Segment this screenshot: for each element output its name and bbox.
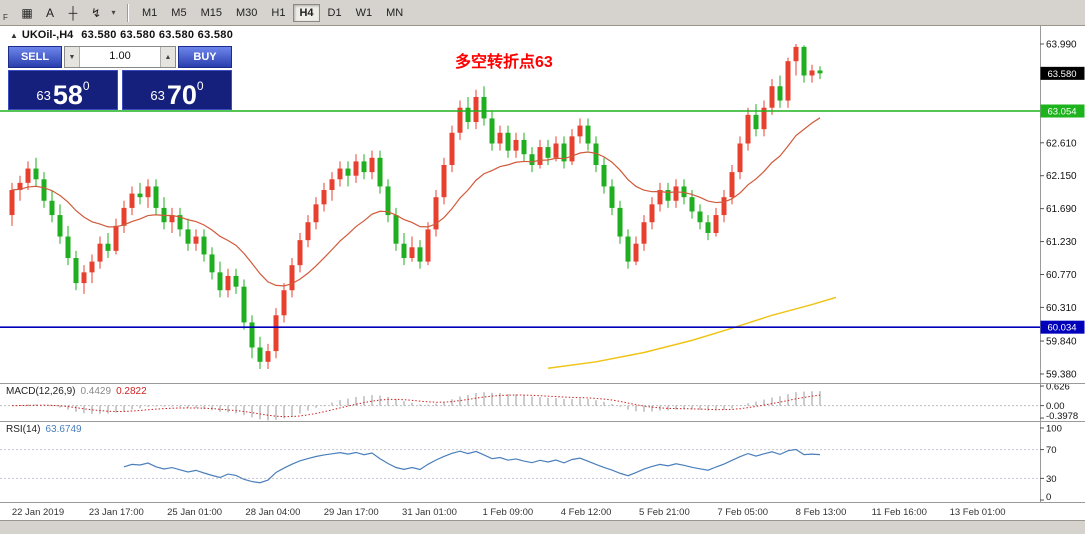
svg-text:23 Jan 17:00: 23 Jan 17:00 (89, 507, 144, 518)
svg-text:59.840: 59.840 (1046, 337, 1077, 348)
text-annotation-icon[interactable]: A (45, 5, 54, 20)
timeframe-button-h1[interactable]: H1 (271, 6, 286, 19)
svg-text:60.034: 60.034 (1047, 323, 1076, 334)
macd-label: MACD(12,26,9) 0.4429 0.2822 (6, 386, 147, 397)
price-tag (1040, 104, 1085, 118)
price-tag (1040, 320, 1085, 334)
svg-text:63.990: 63.990 (1046, 40, 1077, 51)
main-chart-plot[interactable]: 63.990 62.610 62.150 61.690 61.230 60.770 60.3… (0, 26, 1085, 383)
rsi-plot[interactable]: 100 70 30 0 (0, 422, 1085, 502)
toolbar-separator (127, 3, 129, 22)
svg-text:22 Jan 2019: 22 Jan 2019 (12, 507, 64, 518)
svg-text:11 Feb 16:00: 11 Feb 16:00 (872, 507, 927, 518)
svg-text:13 Feb 01:00: 13 Feb 01:00 (950, 507, 1006, 518)
bid-price-display[interactable]: 63 58 0 (8, 70, 118, 110)
timeframe-button-m30[interactable]: M30 (235, 6, 258, 19)
svg-text:63.054: 63.054 (1047, 106, 1076, 117)
macd-panel: 0.626 0.00 -0.3978 MACD(12,26,9) 0.4429 0.28… (0, 383, 1085, 421)
chart-window-icon[interactable]: ▦ (21, 5, 33, 20)
rsi-line (123, 448, 821, 484)
chart-panel: 63.990 62.610 62.150 61.690 61.230 60.770 60.3… (0, 26, 1085, 383)
buy-button[interactable]: BUY (178, 46, 232, 68)
svg-text:8 Feb 13:00: 8 Feb 13:00 (796, 507, 847, 518)
svg-text:29 Jan 17:00: 29 Jan 17:00 (324, 507, 379, 518)
bottom-strip (0, 520, 1085, 534)
svg-text:4 Feb 12:00: 4 Feb 12:00 (561, 507, 612, 518)
macd-plot[interactable]: 0.626 0.00-0.3978 (0, 384, 1085, 421)
timeframe-group: M1 M5 M15 M30 H1 H4 D1 W1 MN (136, 2, 411, 24)
toolbar-dock-grip: F (3, 13, 8, 22)
timeframe-button-m15[interactable]: M15 (200, 6, 222, 19)
svg-text:5 Feb 21:00: 5 Feb 21:00 (639, 507, 690, 518)
lot-size-control: ▼ 1.00 ▲ (64, 46, 176, 68)
svg-text:61.690: 61.690 (1046, 204, 1077, 215)
svg-text:100: 100 (1046, 424, 1062, 435)
svg-text:62.150: 62.150 (1046, 171, 1077, 182)
ask-price-big: 70 (166, 80, 197, 110)
ma-line (11, 117, 821, 287)
bid-price-prefix: 63 (36, 88, 51, 103)
lot-decrease-icon[interactable]: ▼ (65, 47, 80, 67)
crosshair-icon[interactable]: ┼ (68, 5, 78, 20)
macd-signal-value: 0.2822 (116, 386, 147, 397)
ohlc-values: 63.580 63.580 63.580 63.580 (81, 29, 234, 41)
timeframe-button-mn[interactable]: MN (386, 6, 404, 19)
svg-text:62.610: 62.610 (1046, 138, 1077, 149)
symbol-ohlc-header: ▲ UKOil-,H4 63.580 63.580 63.580 63.580 (10, 29, 233, 41)
ask-price-prefix: 63 (150, 88, 165, 103)
timeframe-button-m1[interactable]: M1 (142, 6, 158, 19)
sell-button[interactable]: SELL (8, 46, 62, 68)
svg-text:60.310: 60.310 (1046, 303, 1077, 314)
svg-text:28 Jan 04:00: 28 Jan 04:00 (245, 507, 300, 518)
candles (9, 44, 823, 369)
dropdown-caret-icon[interactable]: ▾ (111, 8, 116, 17)
lot-increase-icon[interactable]: ▲ (160, 47, 175, 67)
rsi-name: RSI(14) (6, 424, 41, 435)
rsi-value: 63.6749 (45, 424, 82, 435)
svg-text:31 Jan 01:00: 31 Jan 01:00 (402, 507, 457, 518)
rsi-panel: 100 70 30 0 RSI(14) 63.6749 (0, 421, 1085, 502)
svg-text:0.00: 0.00 (1046, 401, 1065, 412)
one-click-trading-panel: SELL ▼ 1.00 ▲ BUY 63 58 0 63 70 0 (8, 46, 232, 110)
chart-annotation-text: 多空转折点63 (455, 54, 553, 71)
timeframe-button-w1[interactable]: W1 (355, 6, 373, 19)
time-axis-labels: 22 Jan 2019 23 Jan 17:00 25 Jan 01:00 28 Ja… (12, 507, 1006, 518)
bid-price-pip: 0 (82, 79, 90, 93)
symbol-title: UKOil-,H4 (21, 29, 74, 41)
time-axis-panel[interactable]: 22 Jan 2019 23 Jan 17:00 25 Jan 01:00 28 Ja… (0, 502, 1085, 520)
slow-ma-line (547, 296, 837, 370)
ask-price-pip: 0 (196, 79, 204, 93)
svg-text:1 Feb 09:00: 1 Feb 09:00 (482, 507, 533, 518)
rsi-label: RSI(14) 63.6749 (6, 424, 82, 435)
one-click-collapse-icon[interactable]: ▲ (10, 31, 18, 40)
toolbar: F ▦ A ┼ ↯ ▾ M1 M5 M15 M30 H1 H4 D1 W1 MN (0, 0, 1085, 26)
svg-text:25 Jan 01:00: 25 Jan 01:00 (167, 507, 222, 518)
svg-text:63.580: 63.580 (1047, 69, 1076, 80)
timeframe-button-m5[interactable]: M5 (171, 6, 187, 19)
timeframe-button-d1[interactable]: D1 (327, 6, 342, 19)
svg-text:0: 0 (1046, 492, 1051, 502)
macd-name: MACD(12,26,9) (6, 386, 76, 397)
svg-text:0.626: 0.626 (1046, 384, 1070, 393)
macd-signal-line (11, 394, 821, 418)
svg-text:30: 30 (1046, 474, 1057, 485)
svg-text:60.770: 60.770 (1046, 270, 1077, 281)
lot-size-field[interactable]: 1.00 (109, 50, 131, 62)
tool-group: ▦ A ┼ ↯ ▾ (16, 2, 120, 24)
bid-price-big: 58 (52, 80, 83, 110)
price-tag (1040, 66, 1085, 80)
ask-price-display[interactable]: 63 70 0 (122, 70, 232, 110)
svg-text:61.230: 61.230 (1046, 237, 1077, 248)
svg-text:-0.3978: -0.3978 (1046, 411, 1078, 421)
svg-text:7 Feb 05:00: 7 Feb 05:00 (717, 507, 768, 518)
macd-value: 0.4429 (80, 386, 112, 397)
drawing-tools-icon[interactable]: ↯ (90, 5, 102, 20)
timeframe-button-h4[interactable]: H4 (293, 3, 320, 22)
svg-text:59.380: 59.380 (1046, 369, 1077, 380)
svg-text:70: 70 (1046, 445, 1057, 456)
